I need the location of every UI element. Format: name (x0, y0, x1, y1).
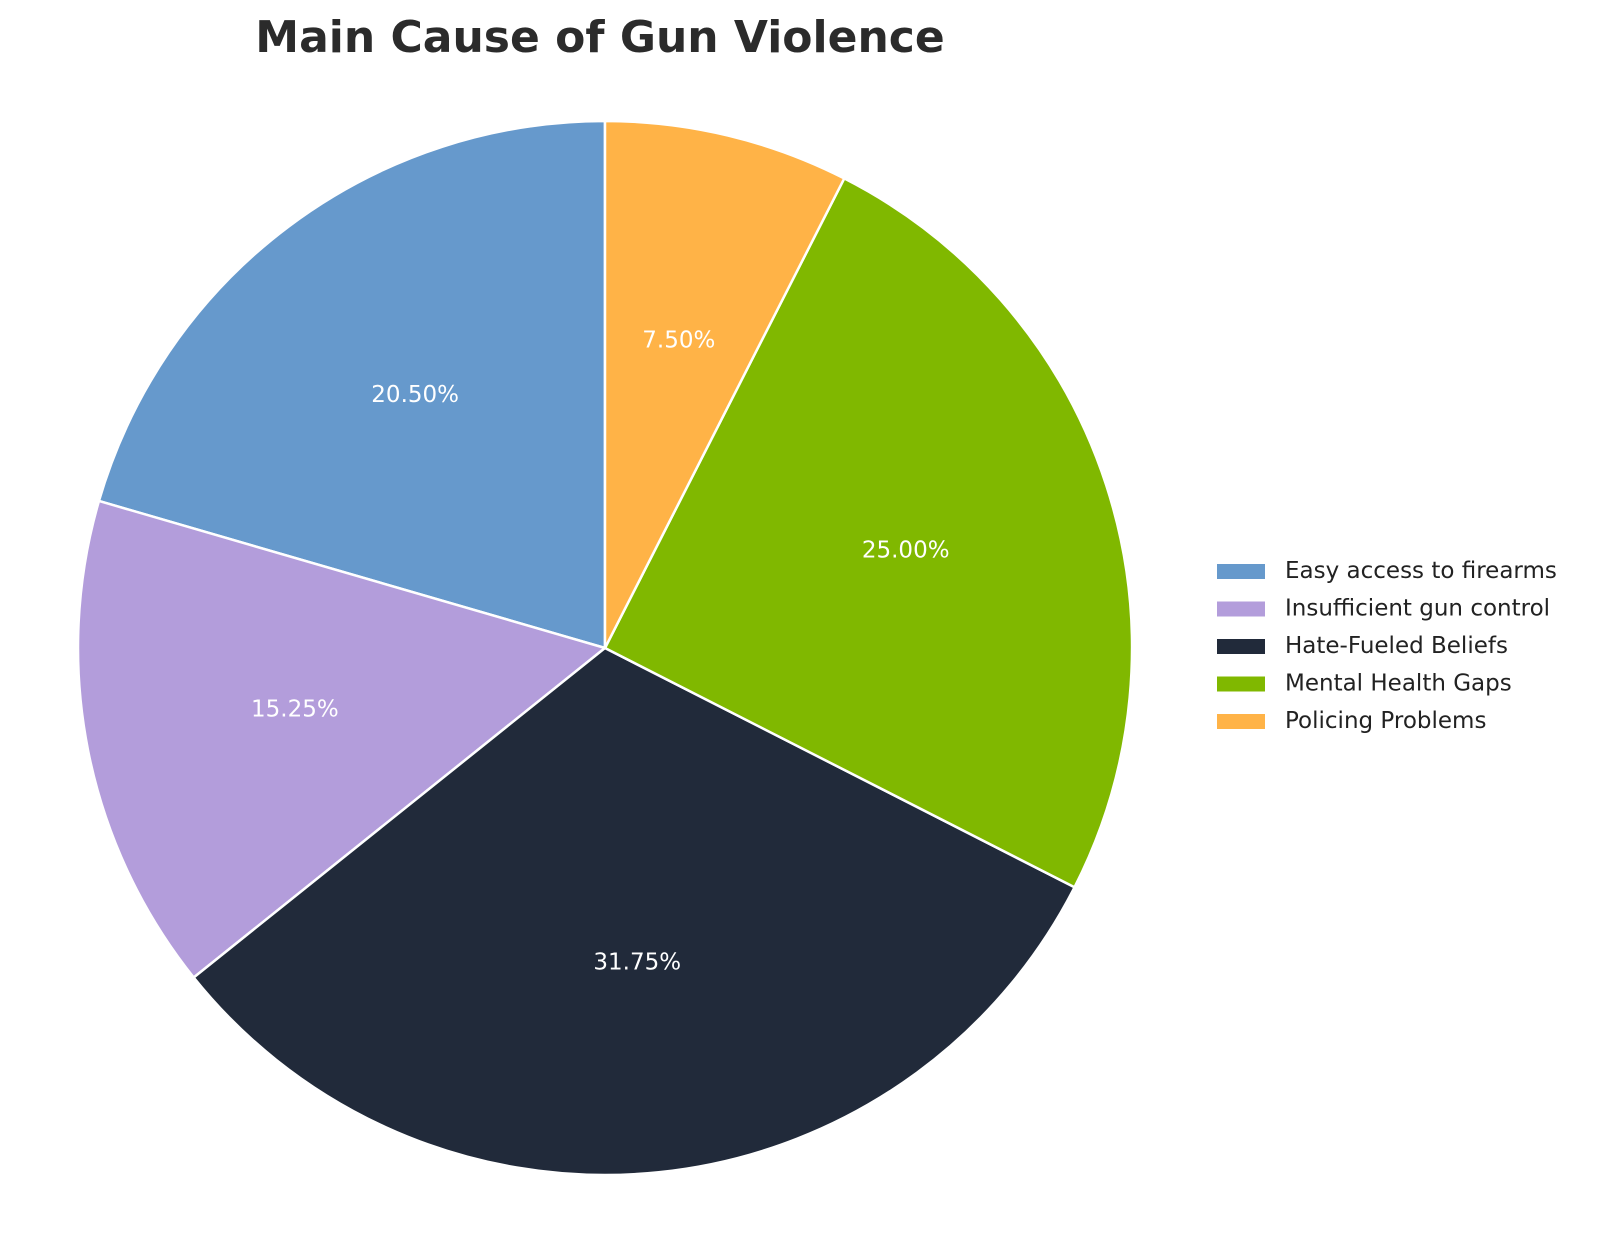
slice-value-label: 7.50% (642, 328, 715, 354)
legend-swatch-easy-access-to-firearms (1217, 564, 1265, 579)
legend: Easy access to firearms Insufficient gun … (1217, 558, 1557, 734)
legend-label-insufficient-gun-control: Insufficient gun control (1285, 596, 1550, 622)
slice-value-label: 20.50% (371, 382, 459, 408)
pie-slice-labels: 20.50% 15.25% 31.75% 25.00% 7.50% (251, 328, 950, 976)
legend-label-policing-problems: Policing Problems (1285, 708, 1486, 734)
pie-slice-mental-health-gaps (603, 177, 1134, 889)
legend-label-easy-access-to-firearms: Easy access to firearms (1285, 558, 1557, 584)
pie-slice-insufficient-gun-control (76, 499, 607, 979)
legend-label-hate-fueled-beliefs: Hate-Fueled Beliefs (1285, 633, 1508, 659)
chart-title: Main Cause of Gun Violence (255, 12, 944, 63)
slice-value-label: 25.00% (862, 537, 950, 563)
legend-swatch-hate-fueled-beliefs (1217, 639, 1265, 654)
pie-slice-policing-problems (603, 119, 846, 650)
legend-swatch-policing-problems (1217, 714, 1265, 729)
legend-swatch-mental-health-gaps (1217, 676, 1265, 692)
slice-value-label: 31.75% (593, 950, 681, 976)
legend-swatch-insufficient-gun-control (1217, 601, 1265, 617)
slice-value-label: 15.25% (251, 697, 339, 723)
pie-slice-hate-fueled-beliefs (192, 646, 1076, 1177)
pie-slice-easy-access-to-firearms (97, 119, 607, 650)
pie-slices (76, 119, 1134, 1177)
legend-label-mental-health-gaps: Mental Health Gaps (1285, 671, 1512, 697)
